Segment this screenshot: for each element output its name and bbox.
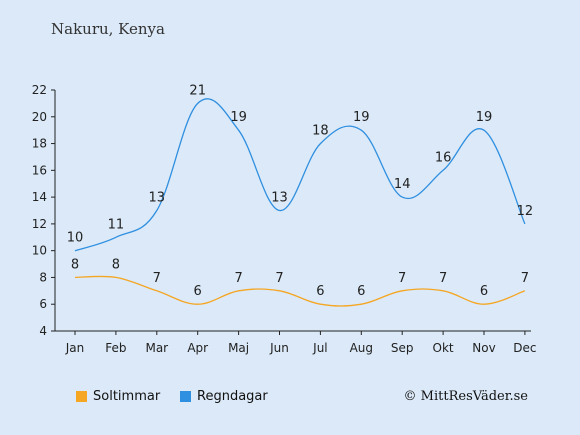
data-label-sun: 7 (439, 271, 447, 286)
x-tick-label: Feb (105, 341, 126, 355)
legend-swatch-sun (76, 391, 87, 402)
x-tick-label: Jun (269, 341, 289, 355)
y-tick-label: 4 (39, 324, 47, 338)
x-tick-label: Mar (145, 341, 168, 355)
x-tick-label: Maj (228, 341, 249, 355)
data-label-rain: 14 (394, 177, 411, 192)
data-label-sun: 6 (357, 284, 365, 299)
legend-swatch-rain (180, 391, 191, 402)
series-line-rain (74, 98, 526, 252)
x-tick-label: Sep (391, 341, 414, 355)
x-tick-label: Jan (65, 341, 85, 355)
data-label-rain: 21 (189, 83, 206, 98)
series-lines (74, 98, 526, 307)
legend-item-sun: Soltimmar (76, 389, 160, 404)
data-label-rain: 10 (67, 231, 84, 246)
data-label-rain: 13 (149, 191, 166, 206)
y-tick-label: 12 (32, 217, 47, 231)
data-label-sun: 6 (316, 284, 324, 299)
x-tick-label: Jul (312, 341, 327, 355)
legend-item-rain: Regndagar (180, 389, 268, 404)
data-label-rain: 18 (312, 124, 329, 139)
y-tick-label: 8 (39, 270, 47, 284)
credit-text: © MittResVäder.se (403, 389, 528, 404)
data-label-sun: 7 (275, 271, 283, 286)
axes: 4 6 8 10 12 14 16 18 20 22 Jan Feb Mar Apr Maj Jun Jul Au… (32, 83, 537, 355)
y-tick-label: 14 (32, 190, 47, 204)
x-tick-label: Aug (350, 341, 373, 355)
data-label-sun: 6 (480, 284, 488, 299)
data-label-rain: 19 (230, 110, 247, 125)
x-tick-label: Nov (472, 341, 495, 355)
y-tick-label: 22 (32, 83, 47, 97)
data-label-sun: 7 (153, 271, 161, 286)
data-labels: 8 8 7 6 7 7 6 6 7 7 6 7 10 11 13 21 19 13 18 19 14 16 19 12 (67, 83, 533, 299)
data-label-rain: 19 (476, 110, 493, 125)
x-tick-label: Okt (433, 341, 454, 355)
y-tick-label: 18 (32, 137, 47, 151)
y-tick-label: 10 (32, 244, 47, 258)
chart-title: Nakuru, Kenya (51, 20, 165, 38)
data-label-sun: 6 (194, 284, 202, 299)
data-label-sun: 8 (71, 257, 79, 272)
data-label-rain: 16 (435, 150, 452, 165)
legend-label-rain: Regndagar (197, 389, 268, 404)
data-label-sun: 7 (398, 271, 406, 286)
data-label-rain: 11 (108, 217, 125, 232)
data-label-rain: 13 (271, 191, 288, 206)
y-tick-label: 20 (32, 110, 47, 124)
data-label-sun: 7 (234, 271, 242, 286)
x-tick-label: Apr (187, 341, 208, 355)
y-tick-label: 16 (32, 163, 47, 177)
x-tick-label: Dec (513, 341, 536, 355)
data-label-rain: 12 (517, 204, 534, 219)
data-label-sun: 8 (112, 257, 120, 272)
series-line-sun (74, 275, 526, 307)
data-label-sun: 7 (521, 271, 529, 286)
y-tick-label: 6 (39, 297, 47, 311)
legend-label-sun: Soltimmar (93, 389, 161, 404)
data-label-rain: 19 (353, 110, 370, 125)
